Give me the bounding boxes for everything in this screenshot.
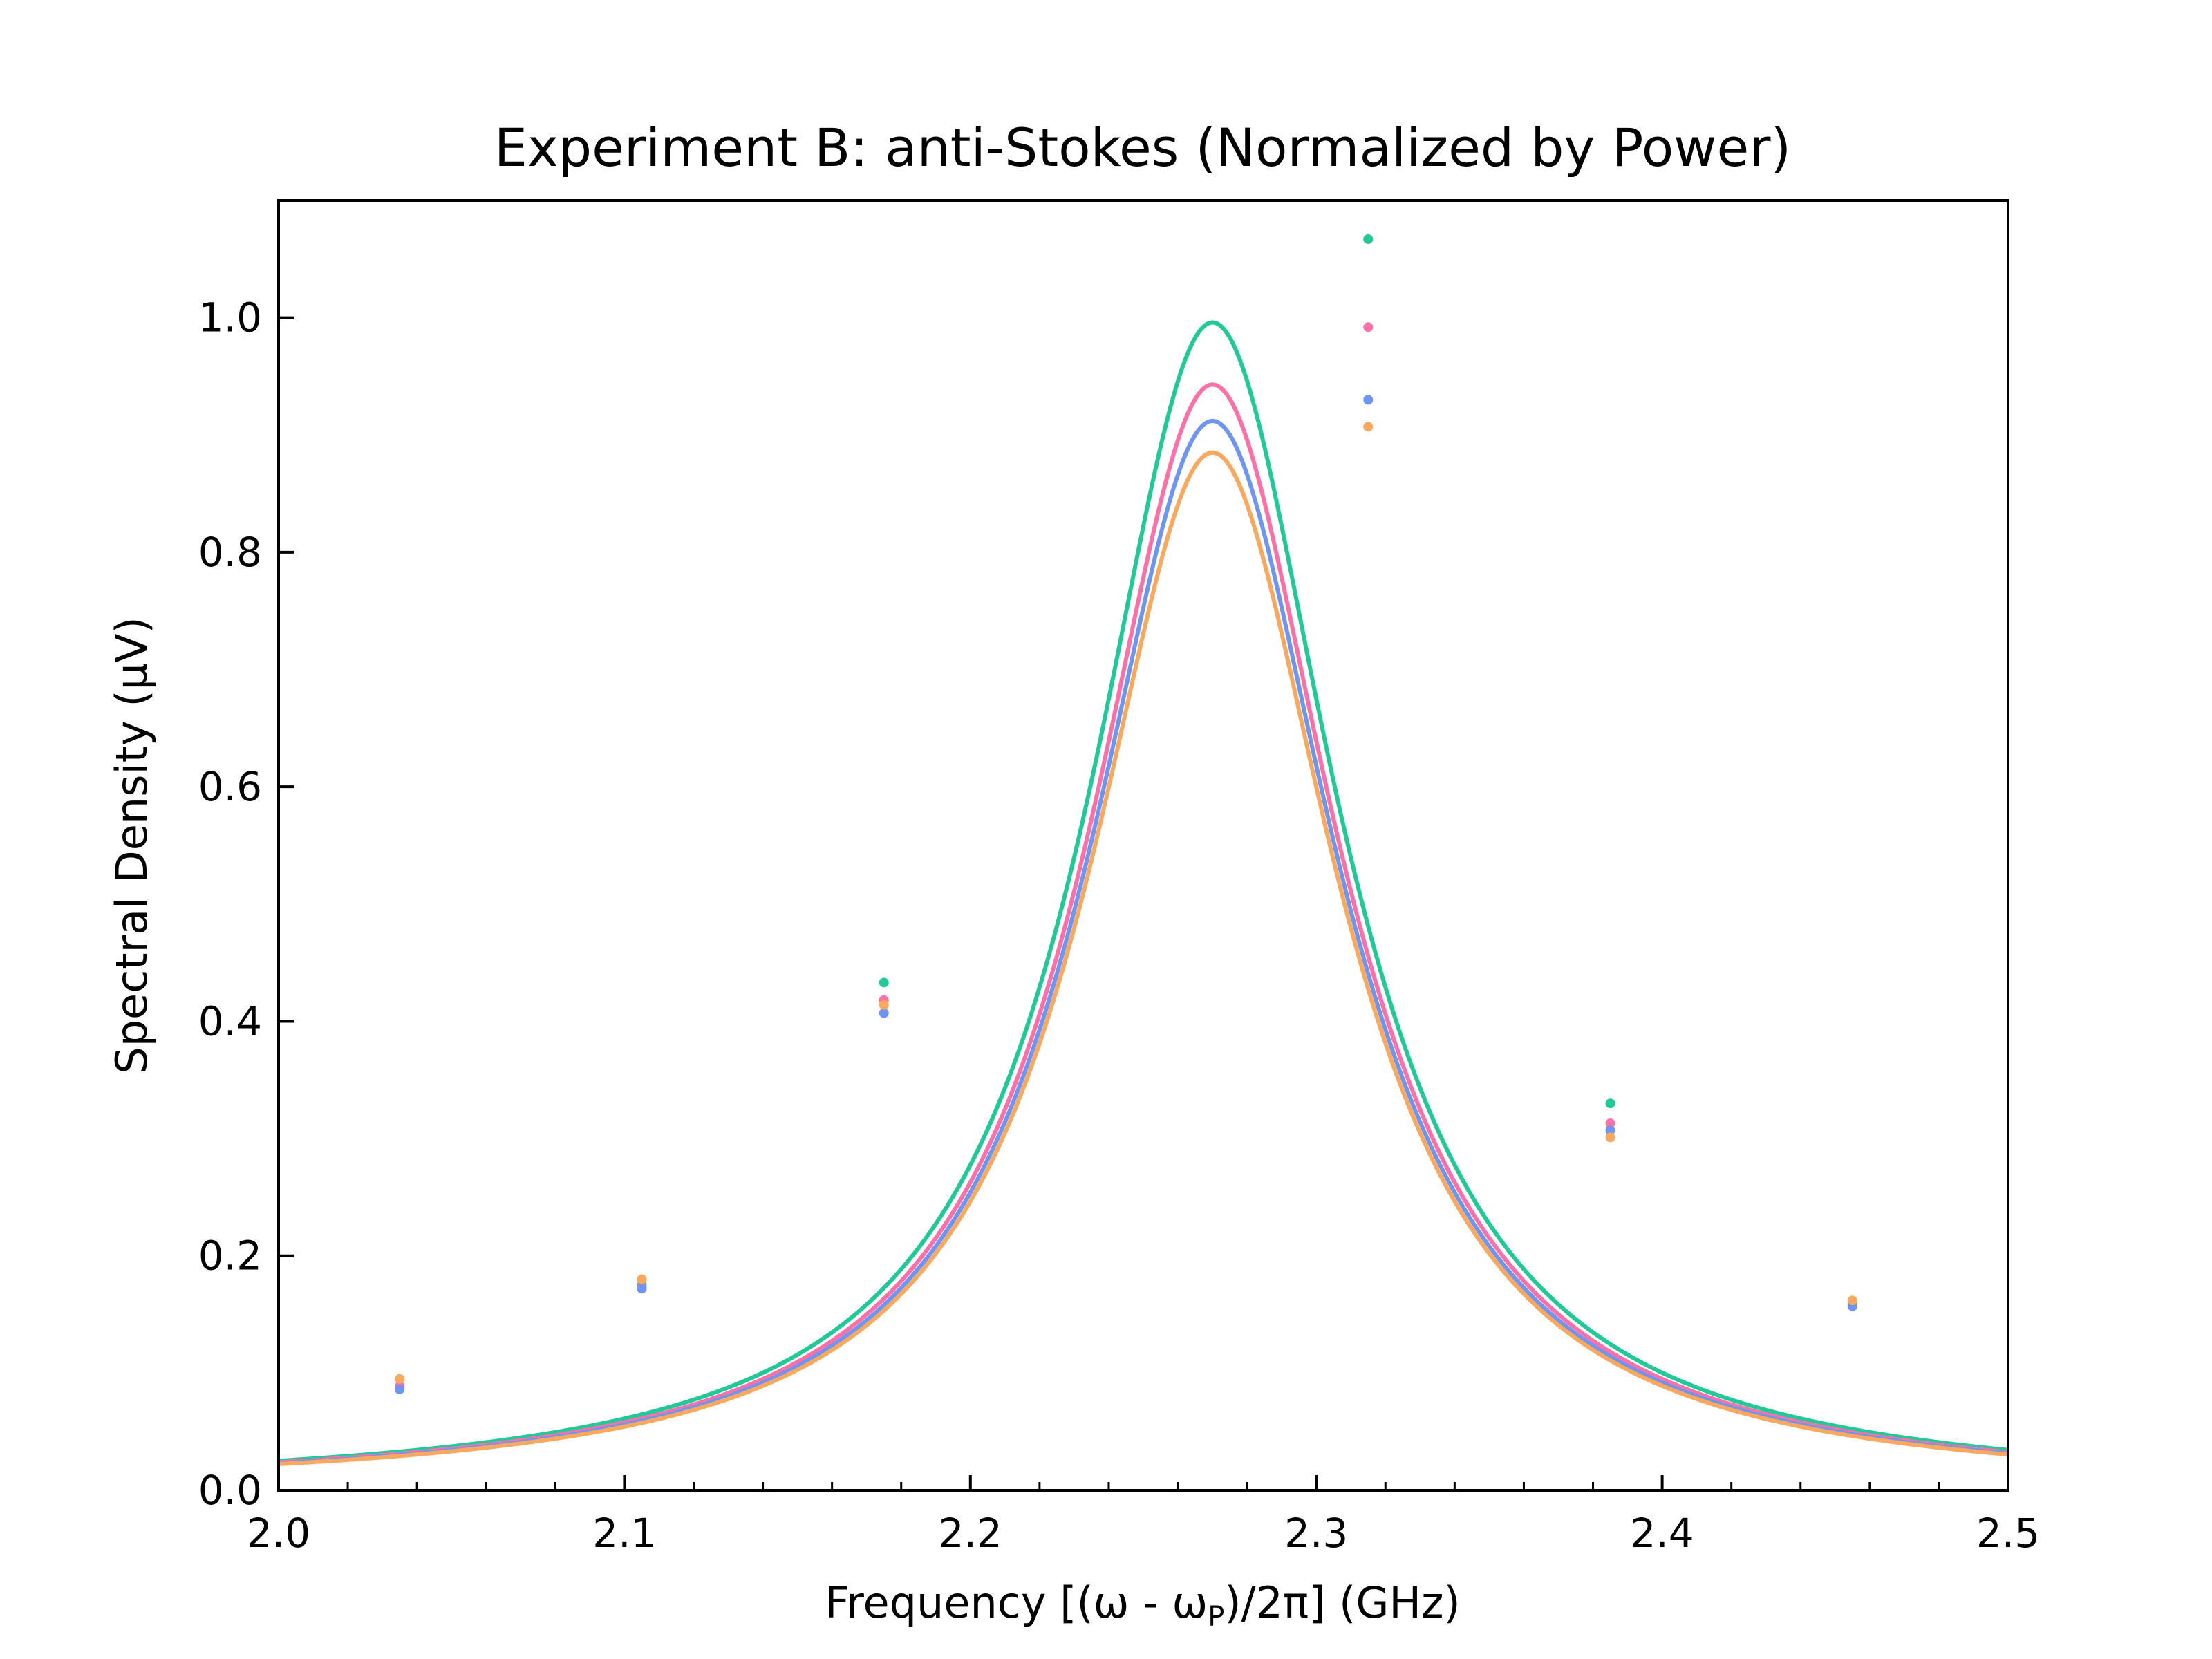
data-point-s3-1	[395, 1385, 405, 1395]
data-point-s3-3	[879, 1008, 889, 1018]
y-tick-label: 0.0	[198, 1467, 262, 1514]
x-tick-label: 2.0	[247, 1510, 310, 1557]
data-point-s3-5	[1605, 1125, 1615, 1136]
data-point-s4-2	[637, 1274, 647, 1284]
y-tick-label: 1.0	[198, 294, 262, 341]
x-axis-label: Frequency [(ω - ωP)/2π] (GHz)	[825, 1577, 1460, 1633]
data-point-s4-4	[1363, 422, 1374, 432]
data-point-s2-4	[1363, 322, 1374, 332]
axes-ticks: 2.0 2.1 2.2 2.3 2.4 2.5 0.0 0.2 0.4 0.6 0.8 1.0	[198, 294, 2040, 1557]
data-point-s4-1	[395, 1374, 405, 1384]
data-point-s2-5	[1605, 1118, 1615, 1129]
x-tick-label: 2.4	[1630, 1510, 1694, 1557]
data-point-s3-4	[1363, 395, 1374, 405]
data-point-s4-3	[879, 1000, 889, 1010]
x-axis-label-main: Frequency [(ω - ω	[825, 1577, 1208, 1628]
x-tick-label: 2.1	[592, 1510, 656, 1557]
fit-curve-1	[278, 320, 2009, 1463]
y-tick-label: 0.2	[198, 1232, 262, 1280]
data-point-s1-5	[1605, 1098, 1615, 1109]
x-axis-label-subscript: P	[1208, 1601, 1224, 1633]
data-point-s4-5	[1605, 1132, 1615, 1143]
fit-curve-4	[278, 450, 2009, 1467]
chart-title: Experiment B: anti-Stokes (Normalized by…	[494, 117, 1791, 178]
x-tick-label: 2.5	[1976, 1510, 2040, 1557]
fit-curve-2	[278, 382, 2009, 1465]
x-tick-label: 2.2	[939, 1510, 1002, 1557]
x-tick-label: 2.3	[1284, 1510, 1348, 1557]
plot-area	[278, 234, 2009, 1467]
y-tick-label: 0.4	[198, 997, 262, 1044]
x-axis-label-tail: )/2π] (GHz)	[1224, 1577, 1460, 1628]
y-axis-label: Spectral Density (μV)	[106, 617, 157, 1074]
data-point-s3-2	[637, 1284, 647, 1294]
data-point-s1-3	[879, 977, 889, 988]
y-tick-label: 0.6	[198, 763, 262, 810]
data-point-s1-4	[1363, 234, 1374, 244]
plot-frame	[277, 199, 2009, 1492]
y-tick-label: 0.8	[198, 529, 262, 576]
data-point-s4-6	[1847, 1295, 1857, 1306]
